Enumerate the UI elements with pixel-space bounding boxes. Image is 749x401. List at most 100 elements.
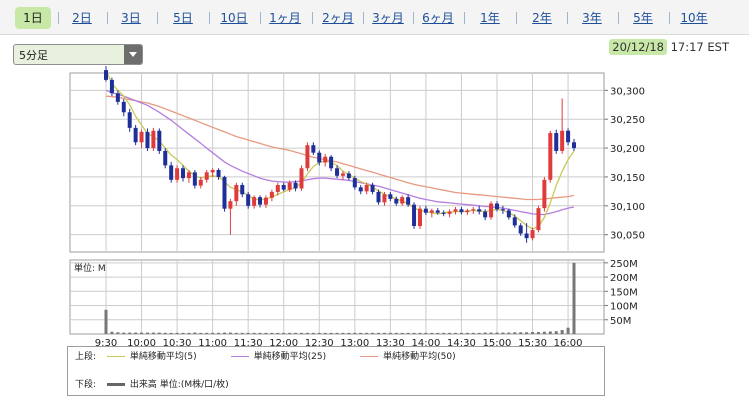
legend-upper-row: 上段: 単純移動平均(5) 単純移動平均(25) 単純移動平均(50) bbox=[75, 351, 482, 363]
legend-upper-label: 上段: bbox=[75, 352, 97, 362]
volume-bar bbox=[489, 332, 493, 334]
candle-body bbox=[293, 182, 298, 189]
volume-bar bbox=[294, 332, 298, 334]
volume-bar bbox=[359, 332, 363, 334]
candle-body bbox=[406, 197, 411, 205]
volume-bar bbox=[317, 332, 321, 334]
candle-body bbox=[382, 194, 387, 203]
tab-11[interactable]: 3年 bbox=[582, 11, 602, 25]
tab-8[interactable]: 6ヶ月 bbox=[422, 11, 454, 25]
candle-body bbox=[151, 130, 156, 149]
legend-item: 単純移動平均(50) bbox=[352, 351, 456, 363]
volume-y-tick-label: 250M bbox=[610, 259, 638, 270]
tab-13[interactable]: 10年 bbox=[680, 11, 708, 25]
chevron-down-icon[interactable] bbox=[124, 45, 142, 64]
legend-volume-swatch bbox=[106, 383, 125, 386]
volume-bar bbox=[145, 332, 149, 334]
interval-select[interactable]: 5分足 bbox=[13, 44, 143, 65]
candle-body bbox=[121, 101, 126, 113]
candle-body bbox=[133, 127, 138, 143]
tab-5[interactable]: 1ヶ月 bbox=[269, 11, 301, 25]
candle-body bbox=[423, 208, 428, 213]
candle-body bbox=[269, 191, 274, 198]
tab-2[interactable]: 3日 bbox=[121, 11, 141, 25]
tab-3[interactable]: 5日 bbox=[173, 11, 193, 25]
volume-y-tick-label: 200M bbox=[610, 273, 638, 284]
volume-bar bbox=[519, 332, 523, 334]
volume-bar bbox=[193, 332, 197, 334]
candle-body bbox=[222, 176, 227, 209]
candle-body bbox=[258, 197, 263, 205]
volume-bar bbox=[169, 332, 173, 334]
volume-bar bbox=[211, 332, 215, 334]
candle-body bbox=[127, 112, 132, 128]
legend-lower-row: 下段: 出来高 単位:(M株/口/枚) bbox=[75, 379, 229, 391]
candle-body bbox=[311, 145, 316, 153]
volume-bar bbox=[288, 332, 292, 334]
candle-body bbox=[192, 172, 197, 186]
tab-9[interactable]: 1年 bbox=[480, 11, 500, 25]
candle-body bbox=[169, 165, 174, 180]
volume-bar bbox=[240, 332, 244, 334]
candle-body bbox=[441, 212, 446, 214]
tab-12[interactable]: 5年 bbox=[633, 11, 653, 25]
volume-bar bbox=[311, 332, 315, 334]
volume-bar bbox=[548, 331, 552, 334]
tab-separator bbox=[567, 12, 568, 24]
candle-body bbox=[560, 130, 565, 151]
candle-body bbox=[228, 201, 233, 209]
tab-1[interactable]: 2日 bbox=[72, 11, 92, 25]
candle-body bbox=[186, 172, 191, 179]
candle-body bbox=[376, 191, 381, 203]
legend-item: 単純移動平均(25) bbox=[223, 351, 326, 363]
candle-body bbox=[506, 210, 511, 218]
volume-bar bbox=[377, 332, 381, 334]
candle-body bbox=[554, 133, 559, 151]
tab-7[interactable]: 3ヶ月 bbox=[372, 11, 404, 25]
volume-bar bbox=[483, 332, 487, 334]
x-tick-label: 14:30 bbox=[447, 338, 476, 349]
tab-separator bbox=[516, 12, 517, 24]
volume-bar bbox=[448, 332, 452, 334]
tab-separator bbox=[208, 12, 210, 24]
x-tick-label: 10:30 bbox=[163, 338, 192, 349]
candle-body bbox=[483, 211, 488, 218]
legend-swatch bbox=[360, 356, 379, 357]
volume-bar bbox=[430, 332, 434, 334]
tab-10[interactable]: 2年 bbox=[532, 11, 552, 25]
price-y-tick-label: 30,300 bbox=[610, 86, 645, 97]
candle-body bbox=[572, 142, 576, 149]
price-y-tick-label: 30,100 bbox=[610, 202, 645, 213]
tab-separator bbox=[617, 12, 619, 24]
candle-body bbox=[204, 172, 209, 180]
candle-body bbox=[275, 185, 280, 192]
volume-bar bbox=[454, 332, 458, 334]
volume-bar bbox=[388, 332, 392, 334]
ma50-line bbox=[105, 95, 575, 201]
volume-bar bbox=[507, 332, 511, 334]
legend-lower-label: 下段: bbox=[75, 380, 97, 390]
candle-body bbox=[175, 168, 180, 180]
candle-body bbox=[477, 209, 482, 212]
volume-bar bbox=[335, 332, 339, 334]
candle-body bbox=[489, 203, 494, 218]
tab-separator bbox=[157, 12, 158, 24]
tab-0[interactable]: 1日 bbox=[15, 7, 51, 29]
tab-separator bbox=[259, 12, 261, 24]
tab-6[interactable]: 2ヶ月 bbox=[322, 11, 354, 25]
volume-bar bbox=[134, 332, 138, 334]
candle-body bbox=[358, 187, 363, 192]
volume-bar bbox=[258, 332, 262, 334]
legend-item: 単純移動平均(5) bbox=[99, 351, 197, 363]
volume-bar bbox=[110, 331, 114, 334]
volume-bar bbox=[560, 330, 564, 334]
candle-body bbox=[518, 225, 523, 234]
volume-bar bbox=[187, 332, 191, 334]
volume-bar bbox=[572, 262, 576, 334]
x-tick-label: 14:00 bbox=[411, 338, 440, 349]
candle-body bbox=[352, 178, 357, 188]
tab-separator bbox=[57, 12, 59, 24]
volume-bar bbox=[104, 309, 108, 334]
tab-4[interactable]: 10日 bbox=[220, 11, 248, 25]
